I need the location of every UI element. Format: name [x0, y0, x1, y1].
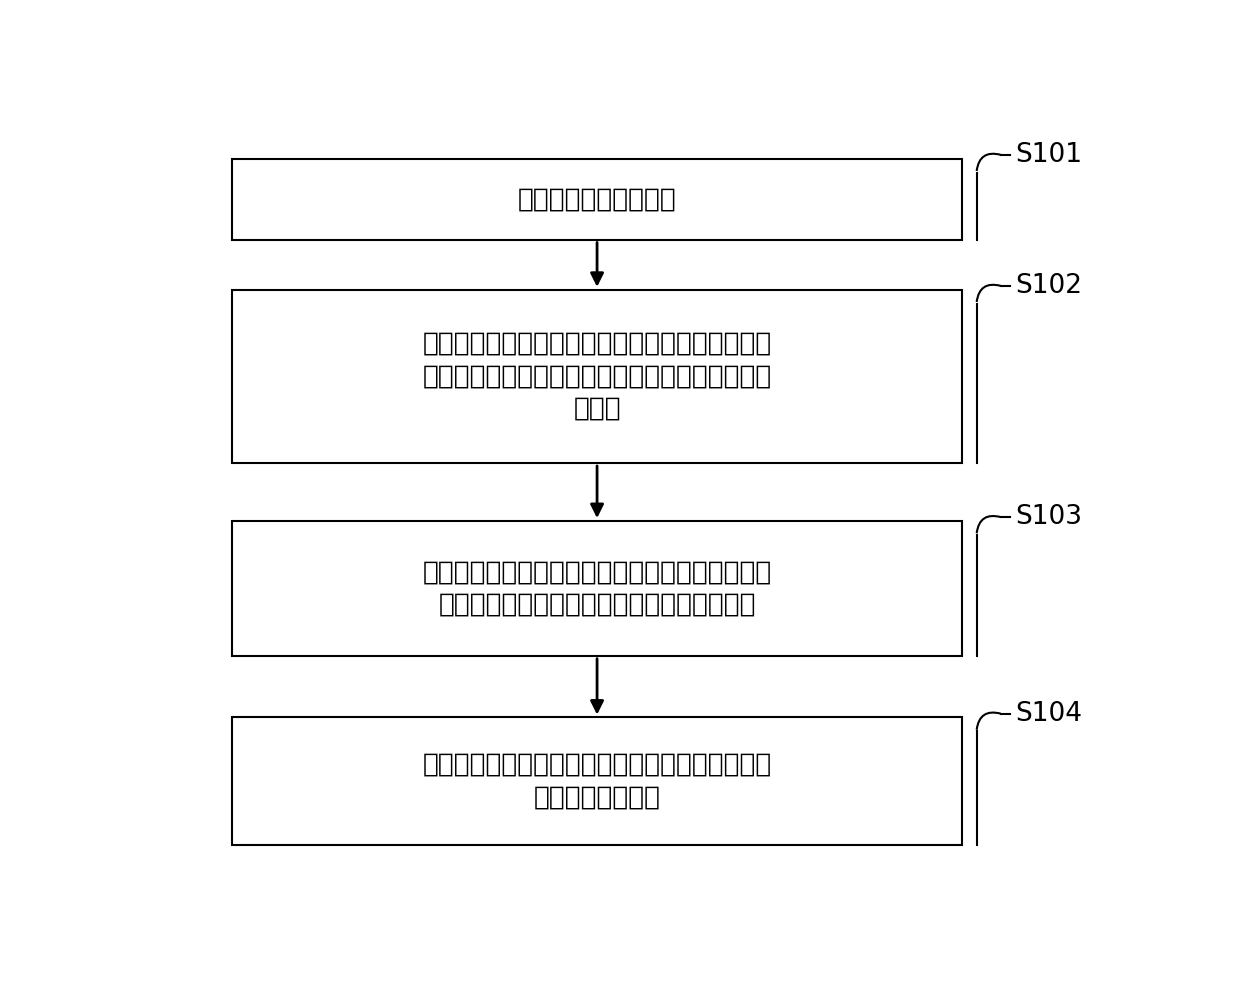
- Text: S103: S103: [1016, 505, 1083, 531]
- Text: 根据所述油门踏板的预设空踩量，调节所述初始油: 根据所述油门踏板的预设空踩量，调节所述初始油: [423, 331, 771, 357]
- Text: 板范围: 板范围: [573, 395, 621, 421]
- Text: S101: S101: [1016, 142, 1083, 168]
- Text: 围，确定所述油门踏板的滞后范围和提前范围: 围，确定所述油门踏板的滞后范围和提前范围: [438, 592, 756, 618]
- Text: S102: S102: [1016, 273, 1083, 299]
- Bar: [232, 521, 962, 656]
- Text: 门踏板范围，确定所述油门踏板对应的调节后的踹: 门踏板范围，确定所述油门踏板对应的调节后的踹: [423, 363, 771, 389]
- Bar: [232, 158, 962, 239]
- Bar: [232, 289, 962, 463]
- Bar: [232, 718, 962, 845]
- Text: 获取初始油门踏板范围: 获取初始油门踏板范围: [517, 186, 677, 212]
- Text: S104: S104: [1016, 701, 1083, 727]
- Text: 根据所述油门踏板的滞后范围和提前范围，控制所: 根据所述油门踏板的滞后范围和提前范围，控制所: [423, 752, 771, 778]
- Text: 述油门踏板的开度: 述油门踏板的开度: [533, 784, 661, 810]
- Text: 根据所述初始油门踏板范围和所述调节后的踏板范: 根据所述初始油门踏板范围和所述调节后的踏板范: [423, 560, 771, 586]
